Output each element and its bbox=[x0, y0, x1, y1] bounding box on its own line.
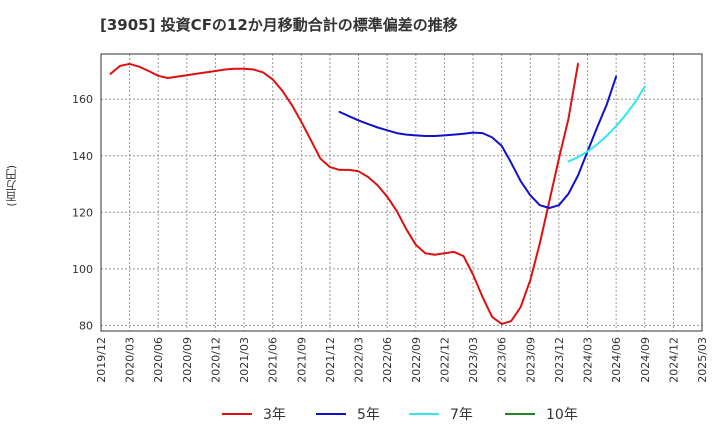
legend-label: 3年 bbox=[263, 407, 286, 423]
y-tick-label: 100 bbox=[72, 263, 93, 276]
x-tick-label: 2021/03 bbox=[238, 337, 251, 383]
x-tick-label: 2023/06 bbox=[496, 337, 509, 383]
y-tick-label: 120 bbox=[72, 206, 93, 219]
x-tick-label: 2020/06 bbox=[152, 337, 165, 383]
x-tick-label: 2022/06 bbox=[381, 337, 394, 383]
x-tick-label: 2024/09 bbox=[639, 337, 652, 383]
x-tick-label: 2020/03 bbox=[124, 337, 137, 383]
axis-layer: 2019/12 2020/03 2020/06 2020/09 2020/12 2021/… bbox=[72, 93, 709, 382]
x-tick-label: 2022/12 bbox=[438, 337, 451, 383]
series-line-5年 bbox=[338, 75, 618, 209]
x-tick-label: 2021/06 bbox=[267, 337, 280, 383]
series-line-3年 bbox=[109, 62, 579, 325]
x-tick-label: 2020/09 bbox=[181, 337, 194, 383]
x-tick-label: 2023/12 bbox=[553, 337, 566, 383]
y-tick-label: 80 bbox=[79, 319, 93, 332]
x-tick-label: 2023/03 bbox=[467, 337, 480, 383]
legend-label: 10年 bbox=[546, 407, 578, 423]
y-tick-label: 160 bbox=[72, 93, 93, 106]
plot-frame bbox=[100, 53, 703, 332]
chart-title: [3905] 投資CFの12か月移動合計の標準偏差の推移 bbox=[100, 16, 458, 34]
x-tick-label: 2024/06 bbox=[610, 337, 623, 383]
legend-label: 7年 bbox=[450, 407, 473, 423]
legend-label: 5年 bbox=[357, 407, 380, 423]
grid-layer bbox=[101, 54, 702, 331]
x-tick-label: 2022/03 bbox=[353, 337, 366, 383]
legend: 3年 5年 7年 10年 bbox=[222, 407, 578, 423]
series-layer bbox=[109, 62, 646, 325]
x-tick-label: 2024/03 bbox=[582, 337, 595, 383]
series-line-7年 bbox=[567, 85, 646, 163]
x-tick-label: 2025/03 bbox=[696, 337, 709, 383]
x-tick-label: 2019/12 bbox=[95, 337, 108, 383]
x-tick-label: 2022/09 bbox=[410, 337, 423, 383]
x-tick-label: 2021/09 bbox=[295, 337, 308, 383]
y-tick-label: 140 bbox=[72, 150, 93, 163]
x-tick-label: 2024/12 bbox=[667, 337, 680, 383]
x-tick-label: 2020/12 bbox=[209, 337, 222, 383]
x-tick-label: 2021/12 bbox=[324, 337, 337, 383]
x-tick-label: 2023/09 bbox=[524, 337, 537, 383]
